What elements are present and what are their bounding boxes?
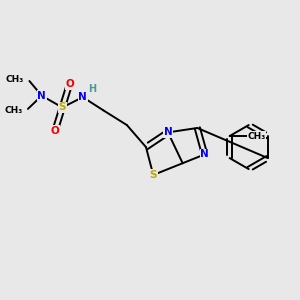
Text: O: O — [65, 79, 74, 89]
Text: N: N — [164, 128, 172, 137]
Text: N: N — [38, 91, 46, 101]
Text: H: H — [88, 84, 97, 94]
Text: S: S — [149, 170, 157, 180]
Text: S: S — [58, 102, 66, 112]
Text: N: N — [79, 92, 87, 102]
Text: CH₃: CH₃ — [248, 132, 266, 141]
Text: CH₃: CH₃ — [6, 75, 24, 84]
Text: CH₃: CH₃ — [4, 106, 22, 115]
Text: N: N — [200, 149, 209, 159]
Text: O: O — [51, 126, 59, 136]
